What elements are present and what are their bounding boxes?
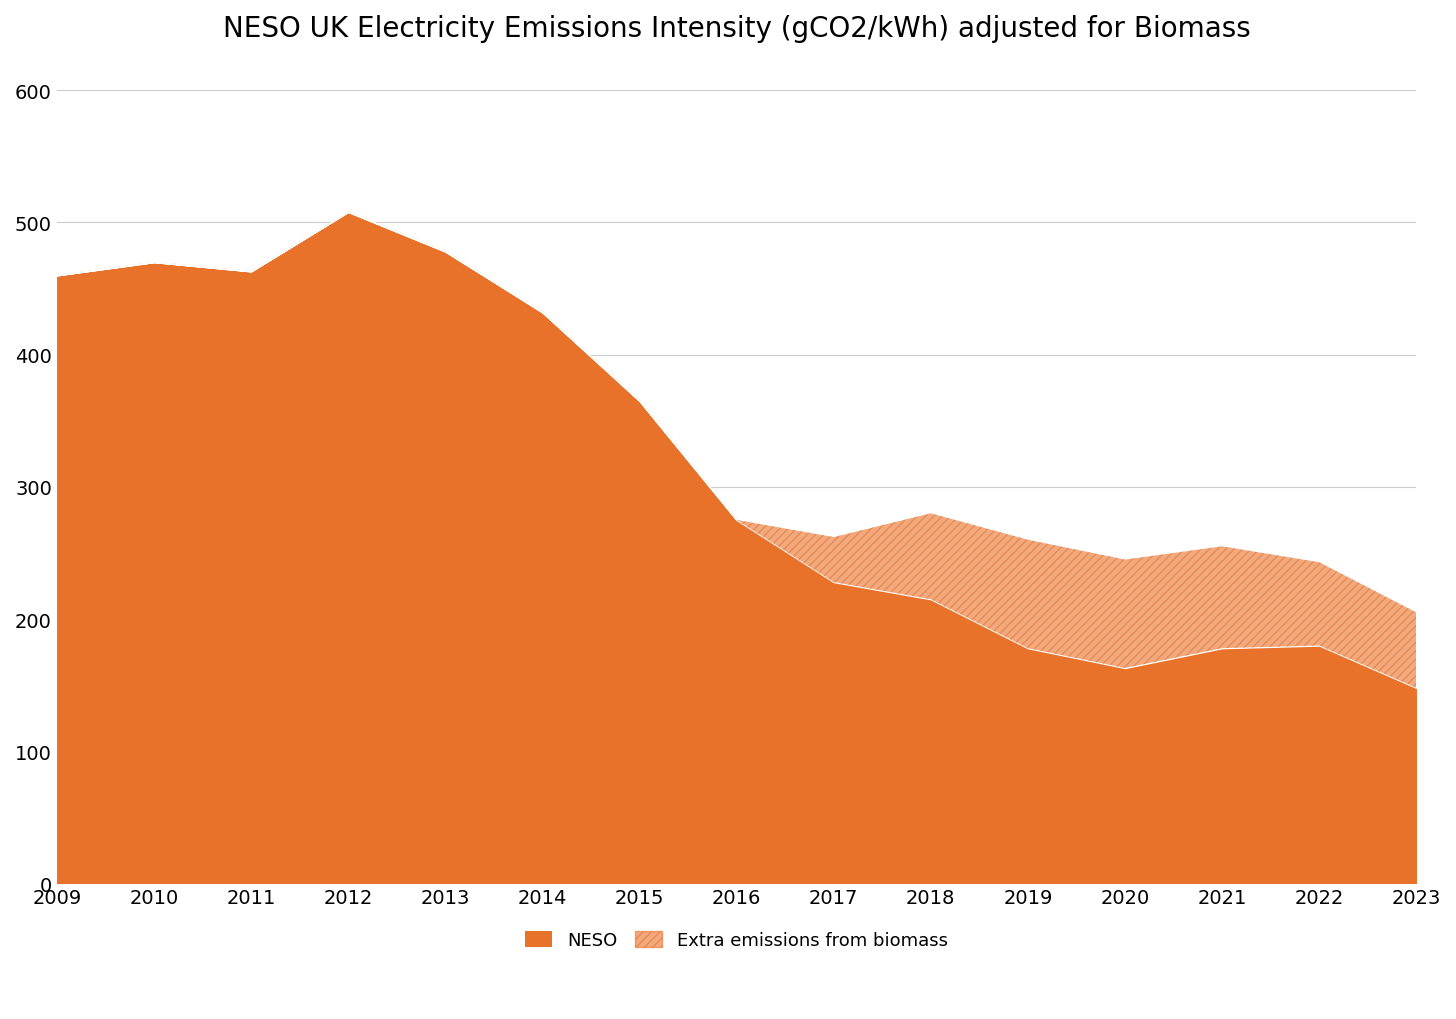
Title: NESO UK Electricity Emissions Intensity (gCO2/kWh) adjusted for Biomass: NESO UK Electricity Emissions Intensity …	[223, 15, 1251, 43]
Legend: NESO, Extra emissions from biomass: NESO, Extra emissions from biomass	[518, 924, 955, 957]
